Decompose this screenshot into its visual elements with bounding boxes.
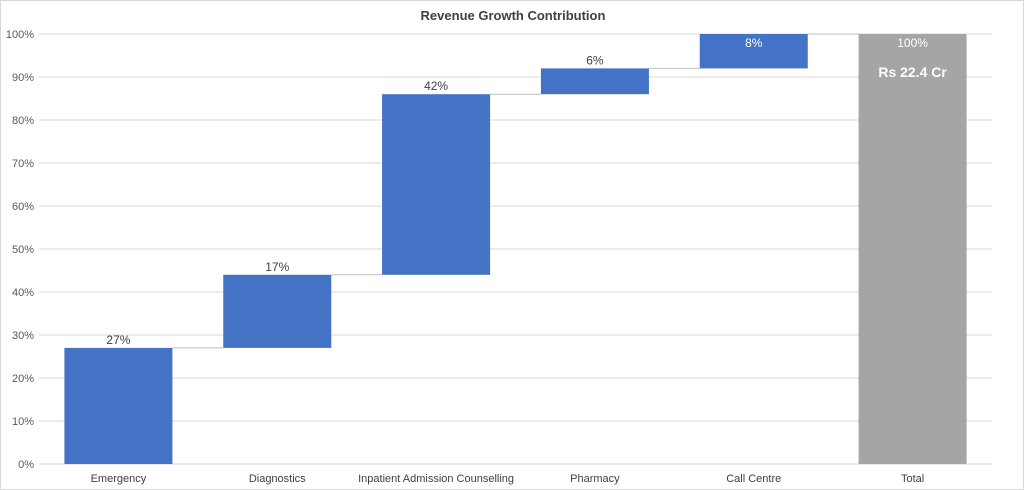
bar-inpatient-admission-counselling xyxy=(382,94,491,275)
y-tick-label: 40% xyxy=(12,287,34,299)
data-labels: 27% 17% 42% 6% 8% 100% Rs 22.4 Cr xyxy=(106,36,947,347)
connectors xyxy=(172,33,859,349)
y-tick-label: 50% xyxy=(12,244,34,256)
x-axis-categories: Emergency Diagnostics Inpatient Admission … xyxy=(91,473,925,485)
y-tick-label: 100% xyxy=(6,29,34,41)
y-tick-label: 30% xyxy=(12,330,34,342)
bar-emergency xyxy=(64,347,173,464)
y-tick-label: 60% xyxy=(12,201,34,213)
chart-title: Revenue Growth Contribution xyxy=(421,8,606,23)
y-tick-label: 0% xyxy=(18,459,34,471)
bar-call-centre xyxy=(699,34,808,69)
y-tick-label: 70% xyxy=(12,158,34,170)
x-category-label: Total xyxy=(901,473,924,485)
x-category-label: Pharmacy xyxy=(570,473,620,485)
total-bar xyxy=(858,34,967,464)
bars xyxy=(64,34,967,464)
y-tick-label: 10% xyxy=(12,416,34,428)
data-label: 27% xyxy=(106,333,130,347)
y-tick-label: 80% xyxy=(12,115,34,127)
x-category-label: Inpatient Admission Counselling xyxy=(358,473,514,485)
y-tick-label: 90% xyxy=(12,72,34,84)
x-category-label: Call Centre xyxy=(726,473,781,485)
data-label: 100% xyxy=(897,36,928,50)
total-annotation: Rs 22.4 Cr xyxy=(878,64,947,80)
gridlines xyxy=(39,33,992,465)
y-axis-ticks: 0% 10% 20% 30% 40% 50% 60% 70% 80% 90% 100% xyxy=(6,29,34,471)
x-category-label: Diagnostics xyxy=(249,473,306,485)
x-category-label: Emergency xyxy=(91,473,147,485)
bar-diagnostics xyxy=(223,274,332,348)
data-label: 17% xyxy=(265,260,289,274)
data-label: 6% xyxy=(586,53,604,67)
data-label: 8% xyxy=(745,36,763,50)
bar-pharmacy xyxy=(540,68,649,95)
data-label: 42% xyxy=(424,79,448,93)
y-tick-label: 20% xyxy=(12,373,34,385)
